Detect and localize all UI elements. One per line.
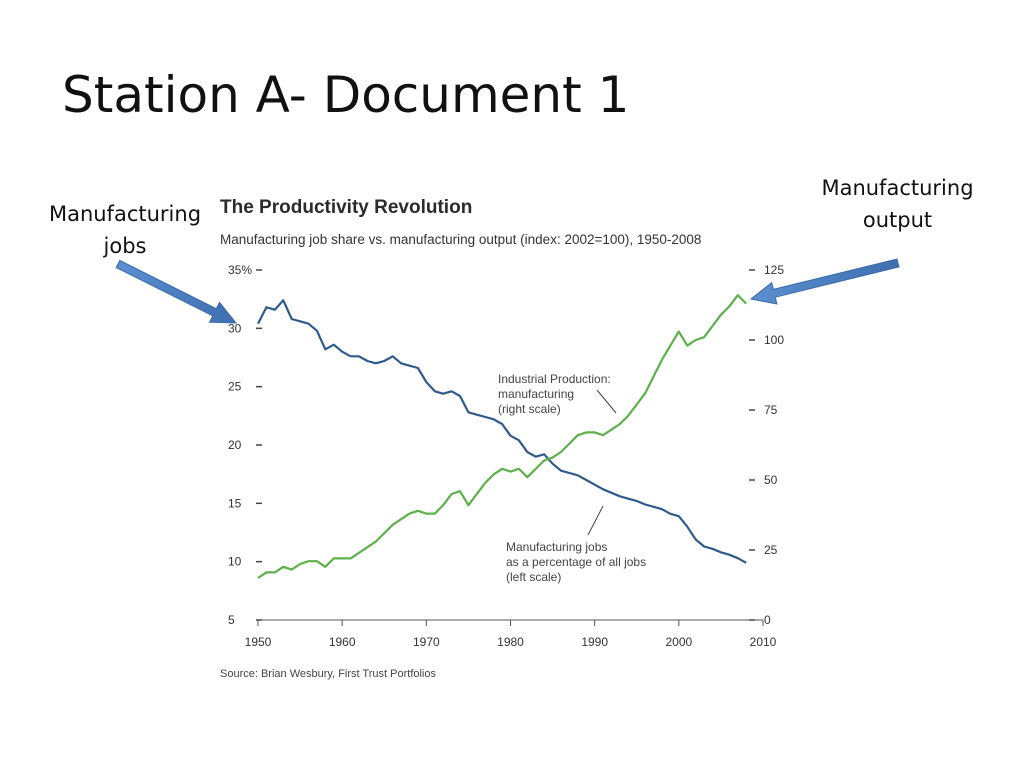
x-tick-label: 1950 — [245, 635, 272, 649]
arrow-to-output-line — [749, 258, 900, 305]
industrial-production-line — [257, 294, 747, 579]
callout-arrows — [115, 258, 900, 324]
industrial-production-label: (right scale) — [498, 402, 561, 416]
x-tick-label: 1990 — [581, 635, 608, 649]
right-axis-tick-label: 125 — [764, 263, 784, 277]
callout-jobs-line-2: jobs — [103, 234, 147, 258]
x-tick-label: 1960 — [329, 635, 356, 649]
manufacturing-jobs-callout: Manufacturing jobs — [30, 198, 220, 262]
left-axis-tick-label: 30 — [228, 321, 242, 335]
right-axis-tick-label: 0 — [764, 613, 771, 627]
jobs-share-pointer — [587, 505, 604, 536]
industrial-production-label: manufacturing — [498, 387, 574, 401]
x-tick-label: 2000 — [665, 635, 692, 649]
series-annotations: Industrial Production:manufacturing(righ… — [498, 372, 646, 584]
jobs-share-label: as a percentage of all jobs — [506, 555, 646, 569]
chart-subtitle: Manufacturing job share vs. manufacturin… — [220, 232, 701, 247]
chart-title: The Productivity Revolution — [220, 197, 472, 218]
industrial-production-pointer — [596, 389, 617, 414]
left-axis-tick-label: 20 — [228, 438, 242, 452]
manufacturing-output-callout: Manufacturing output — [800, 172, 995, 236]
jobs-share-label: (left scale) — [506, 570, 561, 584]
series-lines — [257, 294, 747, 579]
slide-title: Station A- Document 1 — [62, 66, 630, 124]
callout-output-line-2: output — [862, 208, 933, 232]
left-axis-tick-label: 5 — [228, 613, 235, 627]
callout-output-line-1: Manufacturing — [821, 176, 974, 200]
chart-source: Source: Brian Wesbury, First Trust Portf… — [220, 668, 436, 680]
right-axis-tick-label: 50 — [764, 473, 778, 487]
x-tick-label: 1980 — [497, 635, 524, 649]
axes: 1950 1960 1970 1980 1990 2000 2010 5 10 15 20 25 30 3… — [228, 263, 784, 649]
jobs-share-label: Manufacturing jobs — [506, 540, 607, 554]
right-axis-tick-label: 25 — [764, 543, 778, 557]
callout-jobs-line-1: Manufacturing — [48, 202, 202, 226]
industrial-production-label: Industrial Production: — [498, 372, 611, 386]
left-axis-tick-label: 25 — [228, 380, 242, 394]
left-axis-tick-label: 10 — [228, 555, 242, 569]
x-tick-label: 2010 — [750, 635, 777, 649]
right-axis-tick-label: 100 — [764, 333, 784, 347]
left-axis-tick-label: 35% — [228, 263, 252, 277]
left-axis-tick-label: 15 — [228, 496, 242, 510]
arrow-to-jobs-line — [115, 259, 238, 324]
jobs-share-line — [257, 299, 747, 564]
right-axis-tick-label: 75 — [764, 403, 778, 417]
x-tick-label: 1970 — [413, 635, 440, 649]
